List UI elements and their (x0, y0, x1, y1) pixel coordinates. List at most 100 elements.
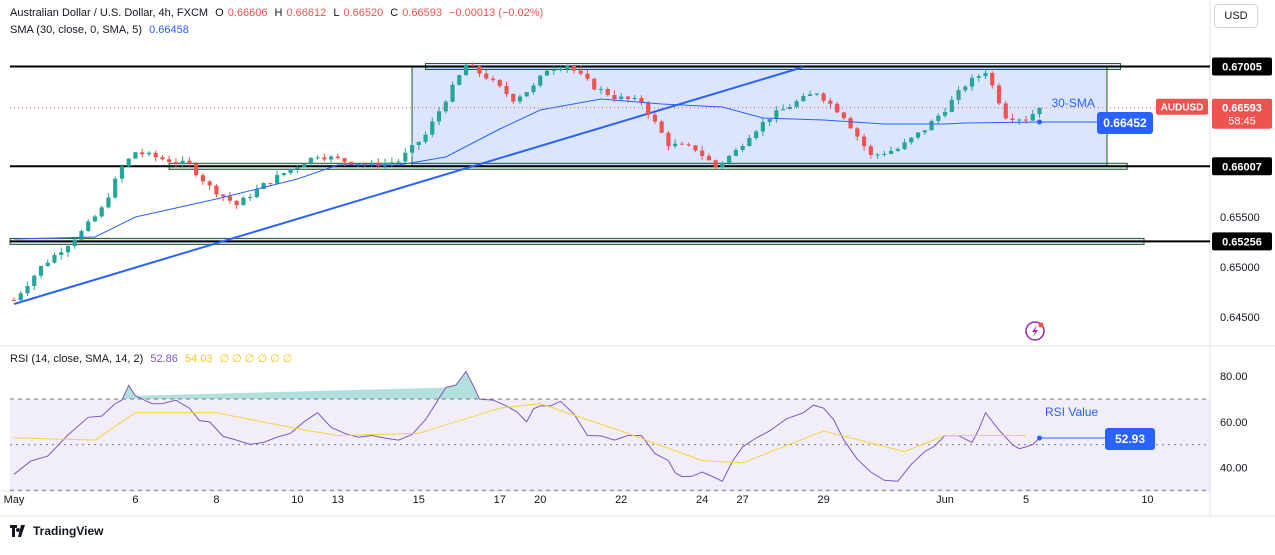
candle-body (956, 90, 961, 100)
candle-body (855, 128, 860, 137)
candle-body (126, 158, 131, 167)
candle-body (565, 65, 570, 70)
candle-body (517, 96, 523, 102)
candle-body (598, 88, 604, 90)
candle-body (720, 162, 725, 168)
bar-countdown-label: 58:45 (1228, 116, 1256, 128)
candle-body (888, 150, 894, 154)
x-tick-label: 29 (817, 494, 829, 506)
candle-body (949, 99, 954, 112)
candle-body (194, 163, 199, 176)
candle-body (423, 134, 428, 142)
tradingview-logo[interactable]: TradingView (10, 524, 103, 538)
candle-body (335, 156, 340, 159)
x-tick-label: 6 (132, 494, 138, 506)
price-tick-label: 0.64500 (1220, 312, 1260, 324)
candle-body (140, 152, 145, 155)
x-tick-label: 10 (1141, 494, 1153, 506)
symbol-legend: Australian Dollar / U.S. Dollar, 4h, FXC… (10, 6, 547, 20)
sma-legend-label: SMA (30, close, 0, SMA, 5) (10, 24, 143, 36)
ohlc-change: −0.00013 (−0.02%) (449, 7, 544, 19)
candle-body (835, 103, 840, 113)
candle-body (693, 145, 698, 151)
candle-body (666, 132, 671, 147)
candle-body (733, 150, 738, 156)
candle-body (976, 76, 981, 78)
candle-body (45, 262, 50, 267)
candle-body (18, 293, 23, 301)
alert-lightning-icon-bolt (1032, 325, 1038, 337)
candle-body (133, 152, 138, 159)
candle-body (767, 118, 772, 122)
candle-body (241, 197, 246, 206)
x-tick-label: 17 (494, 494, 506, 506)
candle-body (781, 109, 786, 111)
candle-body (605, 88, 610, 96)
candle-body (801, 95, 806, 102)
candle-body (99, 207, 104, 217)
candle-body (544, 70, 550, 76)
candle-body (639, 97, 644, 103)
candle-body (416, 141, 421, 146)
rsi-tick-label: 80.00 (1220, 371, 1248, 383)
candle-body (942, 111, 948, 116)
alert-lightning-icon-dot (1038, 322, 1044, 328)
sma-annotation: 30-SMA (1051, 96, 1094, 110)
candle-body (673, 143, 678, 147)
rsi-tick-label: 60.00 (1220, 417, 1248, 429)
x-tick-label: 13 (332, 494, 344, 506)
level-badge-label: 0.65256 (1222, 236, 1262, 248)
sma-value-badge-label: 0.66452 (1103, 116, 1147, 130)
candle-body (167, 159, 172, 163)
candle-body (349, 161, 354, 165)
rsi-endpoint (1036, 435, 1042, 441)
candle-body (342, 158, 347, 162)
candle-body (86, 221, 91, 231)
ohlc-high: H 0.66612 (274, 7, 327, 19)
last-price-badge (1212, 98, 1272, 129)
candle-body (787, 106, 792, 110)
candle-body (983, 72, 988, 77)
candle-body (463, 64, 469, 76)
candle-body (511, 93, 516, 102)
candle-body (436, 111, 442, 122)
sma-legend-value: 0.66458 (149, 24, 189, 36)
price-tick-label: 0.65500 (1220, 212, 1260, 224)
candle-body (234, 200, 239, 206)
candle-body (430, 121, 435, 135)
candle-body (92, 216, 98, 222)
rsi-ma-line (13, 403, 1026, 464)
sma-endpoint (1036, 119, 1042, 125)
alert-lightning-icon-ring (1025, 321, 1045, 341)
currency-button[interactable]: USD (1214, 4, 1258, 28)
candle-body (571, 65, 577, 71)
sma-legend[interactable]: SMA (30, close, 0, SMA, 5) 0.66458 (10, 23, 193, 37)
range-box (411, 66, 1108, 167)
x-tick-label: 5 (1023, 494, 1029, 506)
candle-body (612, 95, 617, 100)
candle-body (841, 112, 846, 119)
candle-body (187, 160, 192, 164)
candle-body (1003, 103, 1008, 119)
candle-body (308, 157, 313, 165)
rsi-legend[interactable]: RSI (14, close, SMA, 14, 2) 52.86 54.03 … (10, 352, 296, 366)
candle-body (558, 69, 563, 71)
candle-body (396, 161, 401, 163)
candle-body (376, 162, 381, 167)
x-tick-label: 27 (737, 494, 749, 506)
price-tick-label: 0.65000 (1220, 262, 1260, 274)
ohlc-close: C 0.66593 (390, 7, 442, 19)
candle-body (727, 155, 732, 163)
candle-body (551, 69, 556, 71)
level-badge-label: 0.66007 (1222, 161, 1262, 173)
candle-body (79, 230, 84, 240)
symbol-name-badge-label: AUDUSD (1161, 103, 1204, 114)
candle-body (990, 72, 995, 86)
candle-body (963, 86, 968, 91)
candle-body (477, 66, 482, 74)
tradingview-logo-text: TradingView (33, 524, 104, 538)
candle-body (679, 143, 685, 145)
candle-body (160, 157, 165, 160)
candle-body (72, 239, 77, 246)
